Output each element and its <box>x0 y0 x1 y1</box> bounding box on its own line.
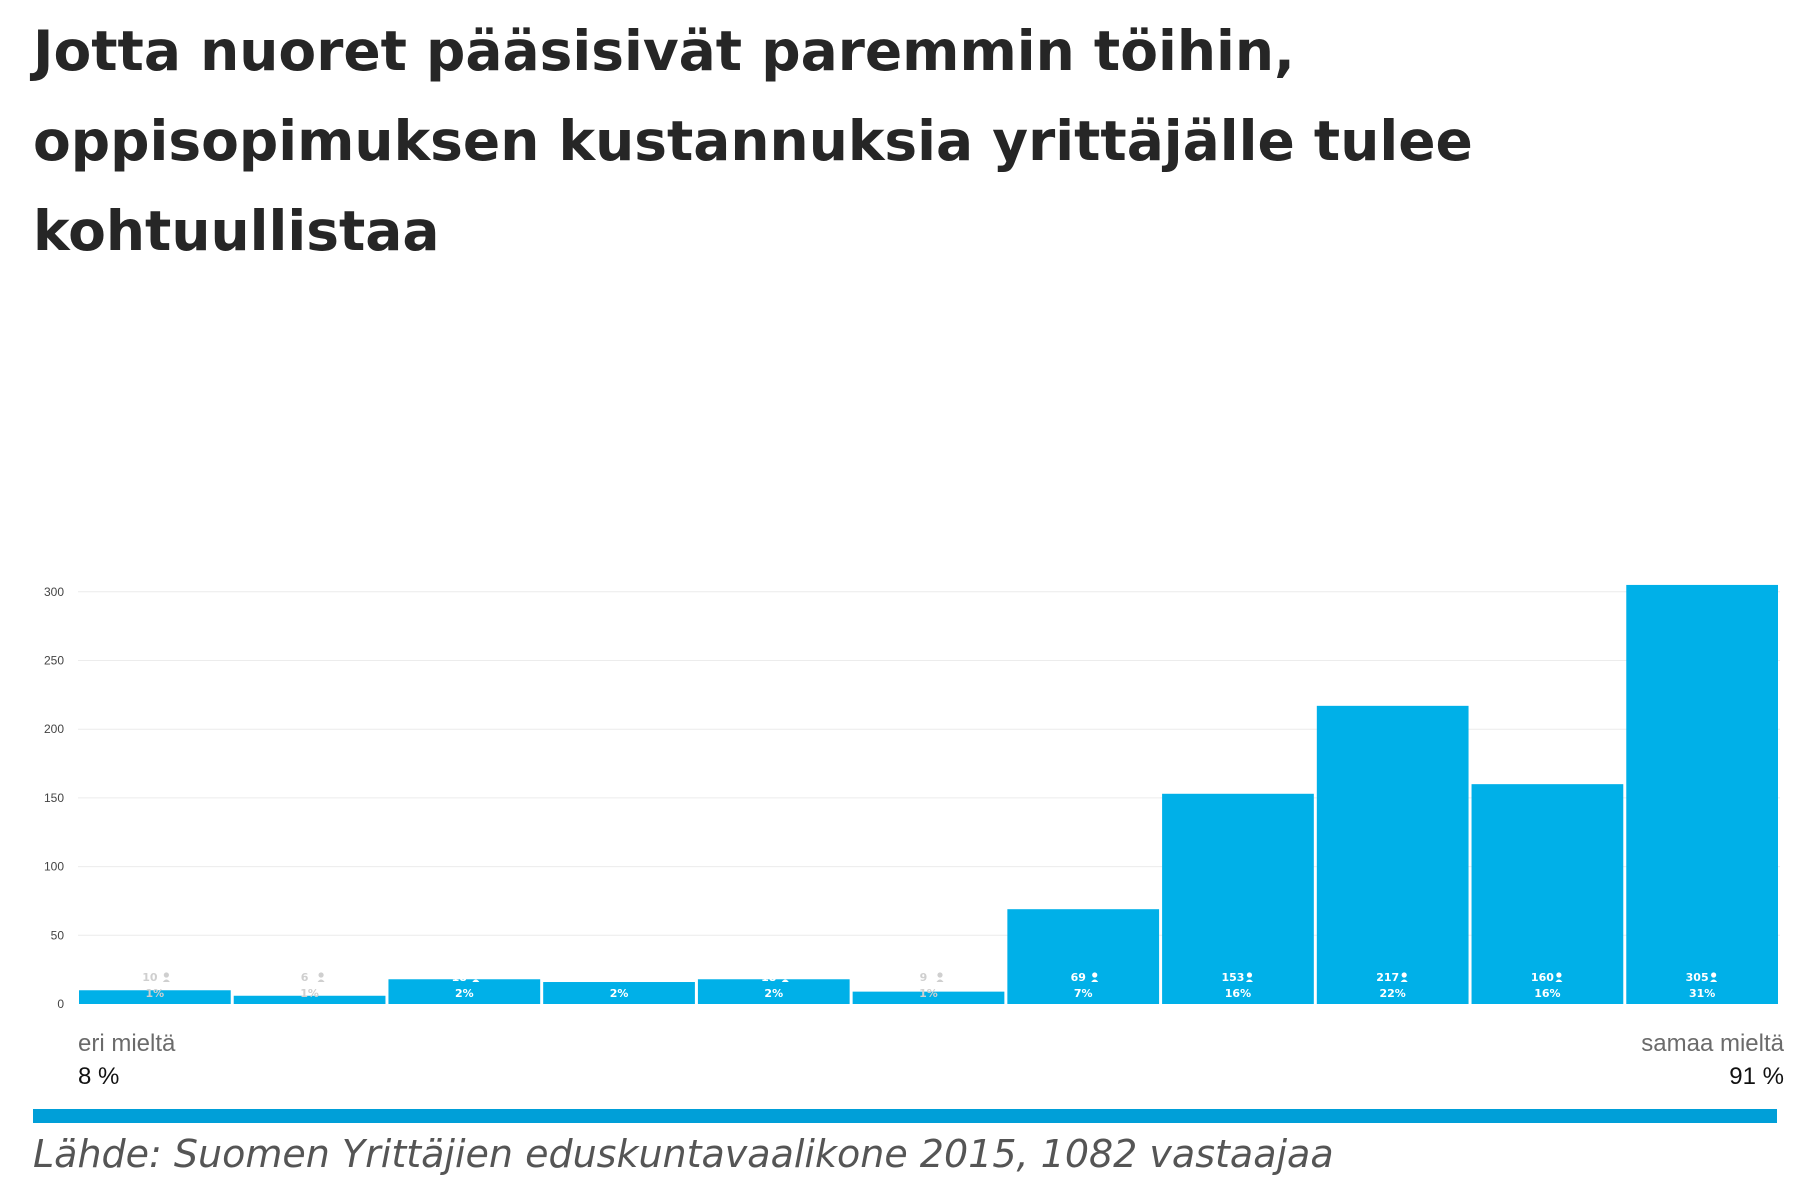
bar-count-label: 69 <box>1071 971 1086 984</box>
scale-right-percent: 91 % <box>1729 1063 1784 1090</box>
bar <box>233 995 386 1004</box>
divider-rule <box>33 1109 1777 1123</box>
person-icon <box>936 972 944 982</box>
bar-percent-label: 2% <box>610 987 629 1000</box>
bar-count-label: 160 <box>1531 971 1554 984</box>
bar <box>1162 793 1314 1004</box>
bar-count-label: 18 <box>761 971 776 984</box>
bar-percent-label: 1% <box>300 987 319 1000</box>
person-icon <box>1555 972 1563 982</box>
scale-left-label: eri mieltä <box>78 1030 176 1057</box>
person-icon <box>781 972 789 982</box>
bar-count-label: 217 <box>1376 971 1399 984</box>
y-tick-label: 200 <box>44 722 64 736</box>
person-icon <box>472 972 480 982</box>
bar-count-label: 10 <box>142 971 158 984</box>
bar <box>1316 705 1469 1004</box>
bar-count-label: 9 <box>920 971 928 984</box>
person-icon <box>1245 972 1253 982</box>
bar-percent-label: 16% <box>1534 987 1560 1000</box>
bar-count-label: 16 <box>606 971 622 984</box>
bar-chart: 0 50 100 150 200 250 300 10 1% 6 1% 18 2% 16 2% 18 2% 9 1%… <box>44 584 1780 1011</box>
scale-right-label: samaa mieltä <box>1641 1030 1784 1057</box>
person-icon <box>162 972 170 982</box>
person-icon <box>1091 972 1099 982</box>
bar <box>79 990 231 1004</box>
person-icon <box>1710 972 1718 982</box>
bar-percent-label: 2% <box>455 987 474 1000</box>
bar <box>1471 784 1624 1004</box>
chart-title: Jotta nuoret pääsisivät paremmin töihin,… <box>33 19 1473 263</box>
y-tick-label: 0 <box>57 997 64 1011</box>
y-tick-label: 50 <box>51 928 65 942</box>
bar-count-label: 305 <box>1686 971 1709 984</box>
bar <box>388 979 541 1004</box>
bar-percent-label: 1% <box>146 987 165 1000</box>
person-icon <box>627 972 635 982</box>
bar <box>697 979 850 1004</box>
bar <box>1007 909 1160 1004</box>
bar <box>852 991 1005 1004</box>
y-tick-label: 100 <box>44 860 64 874</box>
scale-left-percent: 8 % <box>78 1063 120 1090</box>
person-icon <box>1400 972 1408 982</box>
bar-count-label: 18 <box>452 971 467 984</box>
person-icon <box>317 972 325 982</box>
bar <box>543 982 695 1004</box>
bar-percent-label: 31% <box>1689 987 1715 1000</box>
bar-count-label: 153 <box>1221 971 1244 984</box>
bar-percent-label: 7% <box>1074 987 1093 1000</box>
bar-percent-label: 16% <box>1225 987 1251 1000</box>
y-tick-label: 300 <box>44 585 64 599</box>
bar <box>1626 584 1778 1004</box>
bar-percent-label: 1% <box>919 987 938 1000</box>
bar-percent-label: 2% <box>764 987 783 1000</box>
y-tick-label: 150 <box>44 791 64 805</box>
source-note: Lähde: Suomen Yrittäjien eduskuntavaalik… <box>33 1132 1334 1176</box>
y-tick-label: 250 <box>44 654 64 668</box>
bar-percent-label: 22% <box>1380 987 1406 1000</box>
bar-count-label: 6 <box>301 971 309 984</box>
